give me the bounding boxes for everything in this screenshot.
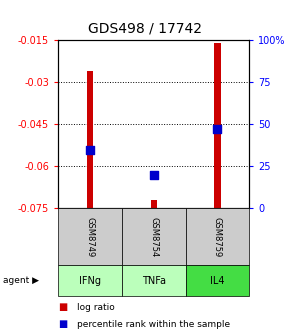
Point [215, 127, 220, 132]
Text: percentile rank within the sample: percentile rank within the sample [77, 320, 230, 329]
Text: ■: ■ [58, 302, 67, 312]
Text: agent ▶: agent ▶ [3, 276, 39, 285]
Text: log ratio: log ratio [77, 303, 115, 312]
Point [151, 172, 156, 177]
Bar [151, 200, 157, 208]
Bar [214, 43, 221, 208]
Text: ■: ■ [58, 319, 67, 329]
Text: GDS498 / 17742: GDS498 / 17742 [88, 21, 202, 35]
Text: GSM8759: GSM8759 [213, 217, 222, 257]
Text: IFNg: IFNg [79, 276, 101, 286]
Text: IL4: IL4 [210, 276, 225, 286]
Text: GSM8749: GSM8749 [85, 217, 95, 257]
Text: GSM8754: GSM8754 [149, 217, 158, 257]
Bar [87, 71, 93, 208]
Text: TNFa: TNFa [142, 276, 166, 286]
Point [88, 147, 92, 152]
